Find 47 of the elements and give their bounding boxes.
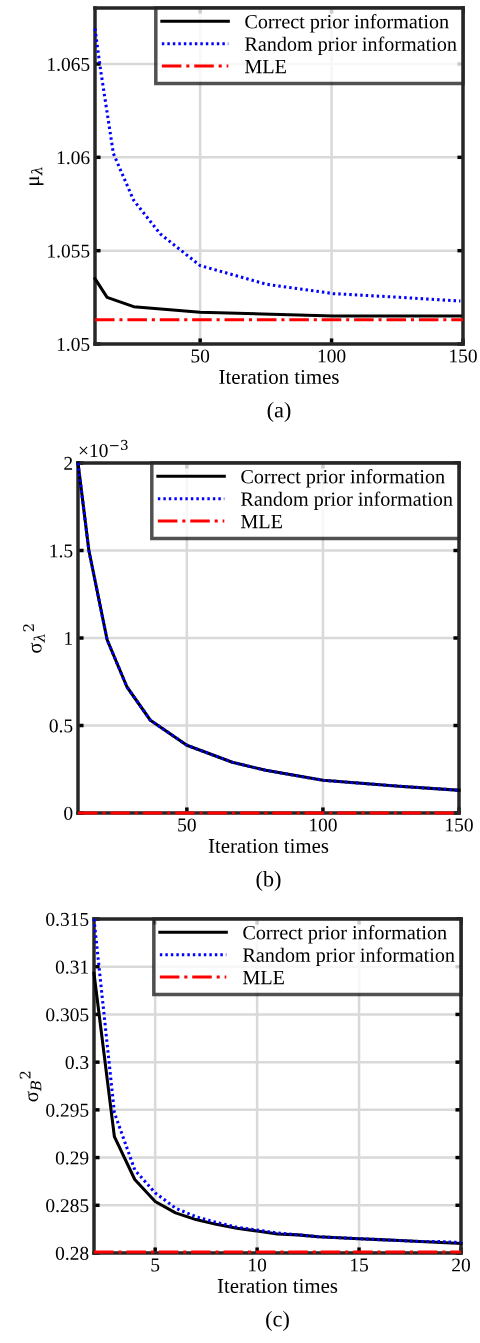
y-tick-label: 0.305 — [46, 1008, 89, 1022]
x-tick-label: 100 — [310, 818, 337, 832]
y-tick-label: 0.5 — [49, 719, 73, 733]
legend-label: Correct prior information — [243, 925, 447, 944]
x-tick-label: 10 — [249, 1258, 267, 1272]
legend-label: Random prior information — [243, 947, 455, 967]
y-tick-label: 1.06 — [57, 151, 90, 165]
y-tick-label: 1 — [65, 631, 72, 645]
x-tick-label: 50 — [178, 818, 196, 832]
y-tick-label: 2 — [64, 456, 73, 470]
y-axis-title: σ$_{B}$$^{2}$ — [19, 1071, 42, 1102]
y-tick-label: 0.28 — [55, 1246, 89, 1261]
text: (c) — [266, 1310, 289, 1332]
legend-label: MLE — [241, 514, 282, 529]
x-tick-label: 50 — [191, 349, 210, 363]
legend-label: Random prior information — [245, 36, 457, 56]
text: (b) — [256, 870, 281, 892]
y-tick-label: 0.285 — [46, 1199, 89, 1213]
y-axis-title: σ$_{λ}$$^{2}$ — [23, 624, 45, 653]
legend-label: Correct prior information — [241, 469, 445, 488]
y-tick-label: 1.065 — [48, 57, 90, 72]
text: (a) — [267, 401, 291, 423]
x-tick-label: 5 — [151, 1258, 160, 1272]
legend-label: Random prior information — [241, 491, 453, 511]
y-axis-title: μ$_{λ}$ — [29, 167, 44, 185]
x-tick-label: 15 — [351, 1258, 369, 1272]
y-tick-label: 0.315 — [46, 912, 89, 927]
y-tick-label: 0 — [64, 806, 73, 820]
y-tick-label: 1.055 — [48, 244, 90, 258]
y-tick-label: 0.295 — [46, 1103, 89, 1117]
x-tick-label: 20 — [452, 1258, 470, 1272]
legend-label: MLE — [243, 970, 284, 985]
x-axis-title: Iteration times — [217, 1278, 338, 1293]
line-series — [93, 277, 462, 318]
y-tick-label: 1.05 — [57, 337, 90, 352]
y-tick-label: 0.29 — [55, 1151, 89, 1165]
legend-label: MLE — [245, 59, 286, 74]
y-tick-label: 0.31 — [55, 960, 88, 974]
x-tick-label: 150 — [446, 818, 473, 832]
x-tick-label: 100 — [318, 349, 346, 363]
x-axis-title: Iteration times — [208, 838, 329, 853]
y-tick-label: 0.3 — [65, 1055, 89, 1070]
text: ×10$^{−3}$ — [79, 439, 128, 458]
y-tick-label: 1.5 — [50, 544, 73, 558]
x-axis-title: Iteration times — [219, 369, 339, 384]
legend-label: Correct prior information — [245, 14, 449, 33]
x-tick-label: 150 — [450, 349, 477, 363]
